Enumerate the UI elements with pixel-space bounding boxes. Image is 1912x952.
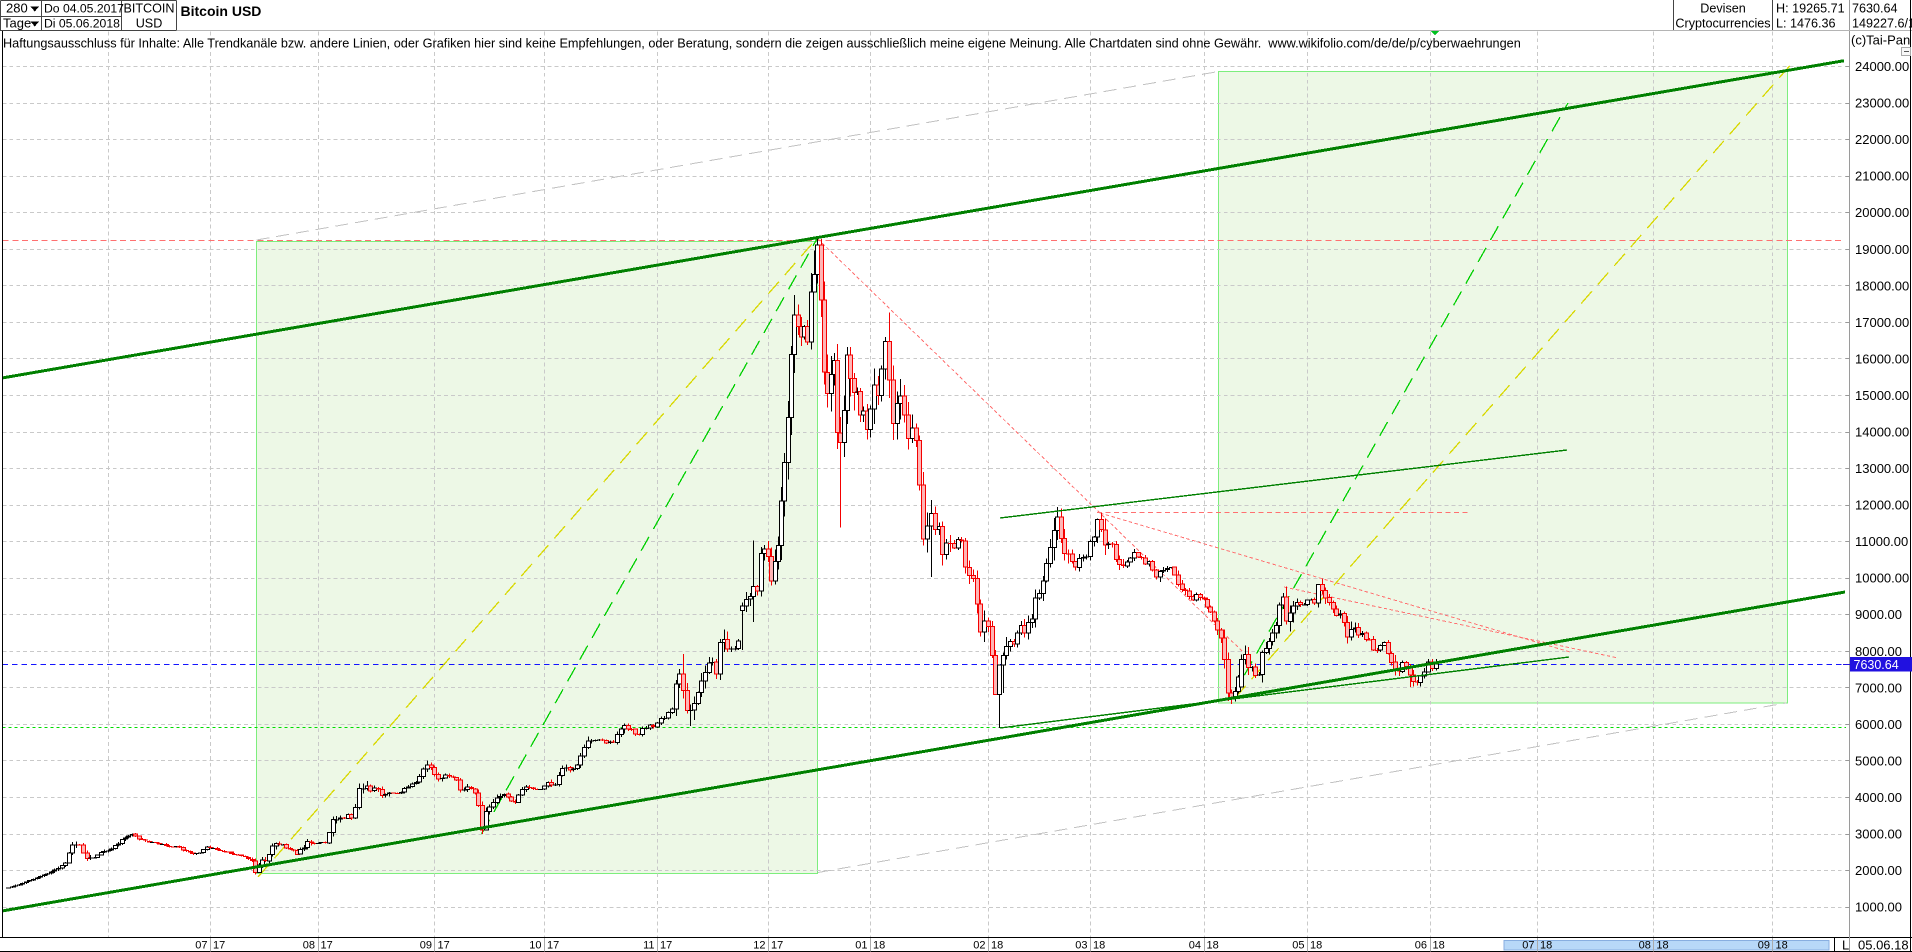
svg-text:1000.00: 1000.00 xyxy=(1855,900,1902,915)
svg-text:07: 07 xyxy=(1522,940,1534,952)
svg-text:Do 04.05.2017: Do 04.05.2017 xyxy=(44,2,124,16)
svg-text:08: 08 xyxy=(303,940,315,952)
svg-text:11000.00: 11000.00 xyxy=(1855,534,1908,549)
svg-text:L: 1476.36: L: 1476.36 xyxy=(1776,17,1836,31)
svg-text:18: 18 xyxy=(1656,940,1668,952)
svg-text:18: 18 xyxy=(873,940,885,952)
svg-text:7000.00: 7000.00 xyxy=(1855,680,1902,695)
svg-text:07: 07 xyxy=(195,940,207,952)
svg-text:18: 18 xyxy=(1540,940,1552,952)
svg-text:18: 18 xyxy=(1093,940,1105,952)
svg-text:17: 17 xyxy=(321,940,333,952)
svg-text:10000.00: 10000.00 xyxy=(1855,571,1909,586)
svg-text:149227.6/1: 149227.6/1 xyxy=(1852,17,1912,31)
svg-text:17: 17 xyxy=(771,940,783,952)
svg-text:4000.00: 4000.00 xyxy=(1855,790,1902,805)
svg-text:Di 05.06.2018: Di 05.06.2018 xyxy=(44,17,120,31)
svg-text:17: 17 xyxy=(547,940,559,952)
svg-text:13000.00: 13000.00 xyxy=(1855,461,1909,476)
svg-text:11: 11 xyxy=(643,940,654,952)
svg-text:15000.00: 15000.00 xyxy=(1855,388,1909,403)
svg-text:09: 09 xyxy=(420,940,432,952)
svg-text:21000.00: 21000.00 xyxy=(1855,169,1909,184)
svg-text:18: 18 xyxy=(1310,940,1322,952)
svg-text:18: 18 xyxy=(1207,940,1219,952)
svg-text:6000.00: 6000.00 xyxy=(1855,717,1902,732)
svg-text:02: 02 xyxy=(973,940,985,952)
svg-text:24000.00: 24000.00 xyxy=(1855,59,1909,74)
svg-text:3000.00: 3000.00 xyxy=(1855,827,1902,842)
svg-text:17: 17 xyxy=(213,940,225,952)
svg-text:18: 18 xyxy=(991,940,1003,952)
svg-text:Haftungsausschluss für Inhalte: Haftungsausschluss für Inhalte: Alle Tre… xyxy=(3,37,1521,51)
svg-text:20000.00: 20000.00 xyxy=(1855,205,1909,220)
svg-text:Tage: Tage xyxy=(3,16,31,31)
svg-text:18: 18 xyxy=(1776,940,1788,952)
svg-text:23000.00: 23000.00 xyxy=(1855,96,1909,111)
svg-text:18: 18 xyxy=(1433,940,1445,952)
svg-text:01: 01 xyxy=(855,940,867,952)
svg-text:17: 17 xyxy=(438,940,450,952)
svg-text:05.06.18: 05.06.18 xyxy=(1858,938,1909,952)
svg-text:10: 10 xyxy=(529,940,541,952)
svg-text:14000.00: 14000.00 xyxy=(1855,425,1909,440)
svg-text:L: L xyxy=(1842,938,1849,952)
svg-text:Devisen: Devisen xyxy=(1700,2,1746,16)
svg-text:05: 05 xyxy=(1292,940,1304,952)
svg-text:(c)Tai-Pan: (c)Tai-Pan xyxy=(1851,33,1910,48)
svg-text:BITCOIN: BITCOIN xyxy=(123,2,174,16)
svg-text:USD: USD xyxy=(136,17,163,31)
svg-text:17: 17 xyxy=(660,940,672,952)
svg-text:16000.00: 16000.00 xyxy=(1855,351,1909,366)
svg-text:17000.00: 17000.00 xyxy=(1855,315,1909,330)
svg-text:04: 04 xyxy=(1189,940,1201,952)
svg-text:08: 08 xyxy=(1639,940,1651,952)
svg-text:H: 19265.71: H: 19265.71 xyxy=(1776,2,1845,16)
svg-text:8000.00: 8000.00 xyxy=(1855,644,1902,659)
svg-text:2000.00: 2000.00 xyxy=(1855,863,1902,878)
svg-text:03: 03 xyxy=(1075,940,1087,952)
svg-text:06: 06 xyxy=(1415,940,1427,952)
svg-text:7630.64: 7630.64 xyxy=(1852,2,1898,16)
svg-text:12000.00: 12000.00 xyxy=(1855,498,1909,513)
svg-text:5000.00: 5000.00 xyxy=(1855,754,1902,769)
svg-text:9000.00: 9000.00 xyxy=(1855,607,1902,622)
svg-text:18000.00: 18000.00 xyxy=(1855,278,1909,293)
svg-text:7630.64: 7630.64 xyxy=(1854,658,1899,672)
svg-text:12: 12 xyxy=(753,940,765,952)
svg-text:22000.00: 22000.00 xyxy=(1855,132,1909,147)
svg-text:19000.00: 19000.00 xyxy=(1855,242,1909,257)
svg-text:280: 280 xyxy=(6,1,28,16)
svg-text:Cryptocurrencies: Cryptocurrencies xyxy=(1675,17,1770,31)
svg-text:09: 09 xyxy=(1758,940,1770,952)
svg-text:Bitcoin USD: Bitcoin USD xyxy=(181,3,262,19)
